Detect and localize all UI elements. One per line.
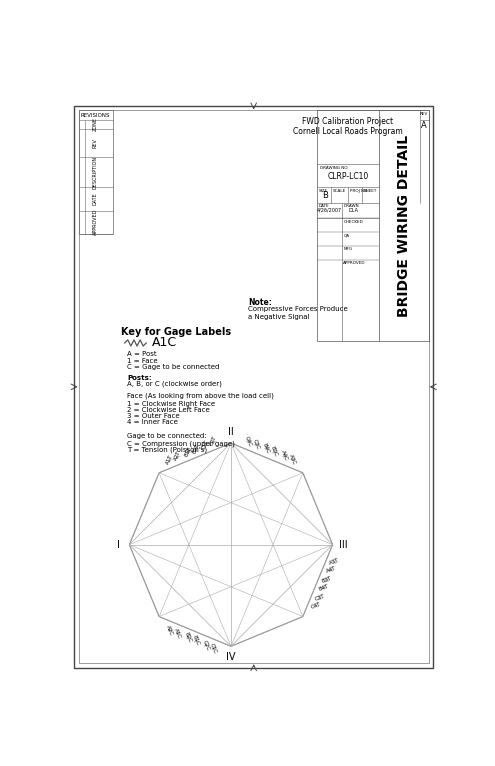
Text: II: II [228,427,234,437]
Text: DATE: DATE [93,192,98,205]
Text: APPROVED: APPROVED [344,261,366,265]
Text: C2C: C2C [201,639,210,651]
Text: C = Compression (upper gage): C = Compression (upper gage) [127,440,235,447]
Text: Note:: Note: [248,298,272,307]
Text: B: B [322,191,328,200]
Text: I: I [117,540,120,550]
Text: A2C: A2C [165,624,174,637]
Text: A2T: A2T [173,450,182,462]
Text: A1T: A1T [166,453,174,465]
Text: C2T: C2T [209,435,218,447]
Text: B1C: B1C [192,635,200,647]
Text: 4/26/2007: 4/26/2007 [317,208,342,213]
Text: SIZE: SIZE [319,189,328,193]
Text: SCALE: SCALE [333,189,346,193]
Text: T = Tension (Poisson's): T = Tension (Poisson's) [127,447,207,453]
Text: C1C: C1C [209,642,218,654]
Text: Key for Gage Labels: Key for Gage Labels [121,327,231,337]
Text: DRAWN: DRAWN [344,205,359,208]
Text: 1 = Face: 1 = Face [127,358,157,364]
Text: B3C: B3C [270,446,279,458]
Text: C3C: C3C [251,438,260,450]
Text: A1C: A1C [151,336,177,349]
Text: REV: REV [420,113,429,116]
Text: B4C: B4C [262,443,271,454]
Text: APPROVED: APPROVED [93,209,98,235]
Text: C4C: C4C [244,435,252,447]
Text: BRIDGE WIRING DETAIL: BRIDGE WIRING DETAIL [397,135,411,317]
Text: A3C: A3C [288,453,297,465]
Text: DATE: DATE [319,205,329,208]
Text: 1 = Clockwise Right Face: 1 = Clockwise Right Face [127,401,215,407]
Text: CHECKED: CHECKED [344,220,363,224]
Text: III: III [339,540,347,550]
Text: a Negative Signal: a Negative Signal [248,314,309,319]
Text: DLA: DLA [348,208,358,213]
Bar [317,110,429,342]
Text: Compressive Forces Produce: Compressive Forces Produce [248,306,347,312]
Text: ZONE: ZONE [93,117,98,131]
Text: A4T: A4T [326,565,337,574]
Text: Cornell Local Roads Program: Cornell Local Roads Program [293,127,403,136]
Bar [79,110,113,234]
Text: QA: QA [344,234,349,237]
Text: A4C: A4C [280,450,289,462]
Text: C = Gage to be connected: C = Gage to be connected [127,364,219,370]
Text: A1C: A1C [173,627,182,640]
Text: B3T: B3T [321,575,333,584]
Text: 4 = Inner Face: 4 = Inner Face [127,419,178,425]
Text: C3T: C3T [314,594,326,602]
Text: A = Post: A = Post [127,352,156,358]
Text: IV: IV [226,652,236,662]
Text: C4T: C4T [311,601,322,610]
Text: 3 = Outer Face: 3 = Outer Face [127,413,180,419]
Text: SHEET: SHEET [363,189,377,193]
Text: B1T: B1T [184,446,192,457]
Text: DESCRIPTION: DESCRIPTION [93,155,98,188]
Text: A, B, or C (clockwise order): A, B, or C (clockwise order) [127,381,222,387]
Text: Gage to be connected:: Gage to be connected: [127,433,206,439]
Text: DRAWING NO.: DRAWING NO. [320,166,349,170]
Text: A3T: A3T [329,558,341,566]
Text: A: A [421,121,427,130]
Text: C1T: C1T [201,438,210,450]
Text: B4T: B4T [318,584,330,592]
Text: FWD Calibration Project: FWD Calibration Project [302,116,394,126]
Text: MFG: MFG [344,247,352,251]
Text: CLRP-LC10: CLRP-LC10 [327,172,369,181]
Text: Face (As looking from above the load cell): Face (As looking from above the load cel… [127,393,274,400]
Text: PROJ NO.: PROJ NO. [349,189,368,193]
Text: Posts:: Posts: [127,375,151,381]
Text: B2T: B2T [192,443,200,454]
Text: 2 = Clockwise Left Face: 2 = Clockwise Left Face [127,407,210,413]
Text: B2C: B2C [184,632,192,643]
Text: REV: REV [93,138,98,148]
Text: REVISIONS: REVISIONS [81,113,110,117]
